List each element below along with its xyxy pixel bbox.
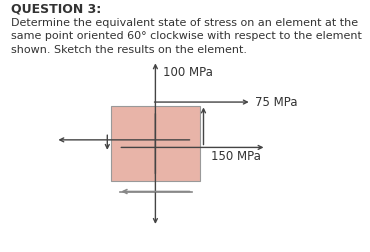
Text: 75 MPa: 75 MPa — [255, 96, 298, 109]
Text: QUESTION 3:: QUESTION 3: — [11, 3, 101, 16]
Bar — [111, 106, 200, 181]
Text: Determine the equivalent state of stress on an element at the
same point oriente: Determine the equivalent state of stress… — [11, 18, 362, 55]
Text: 100 MPa: 100 MPa — [163, 66, 213, 79]
Text: 150 MPa: 150 MPa — [211, 150, 261, 163]
